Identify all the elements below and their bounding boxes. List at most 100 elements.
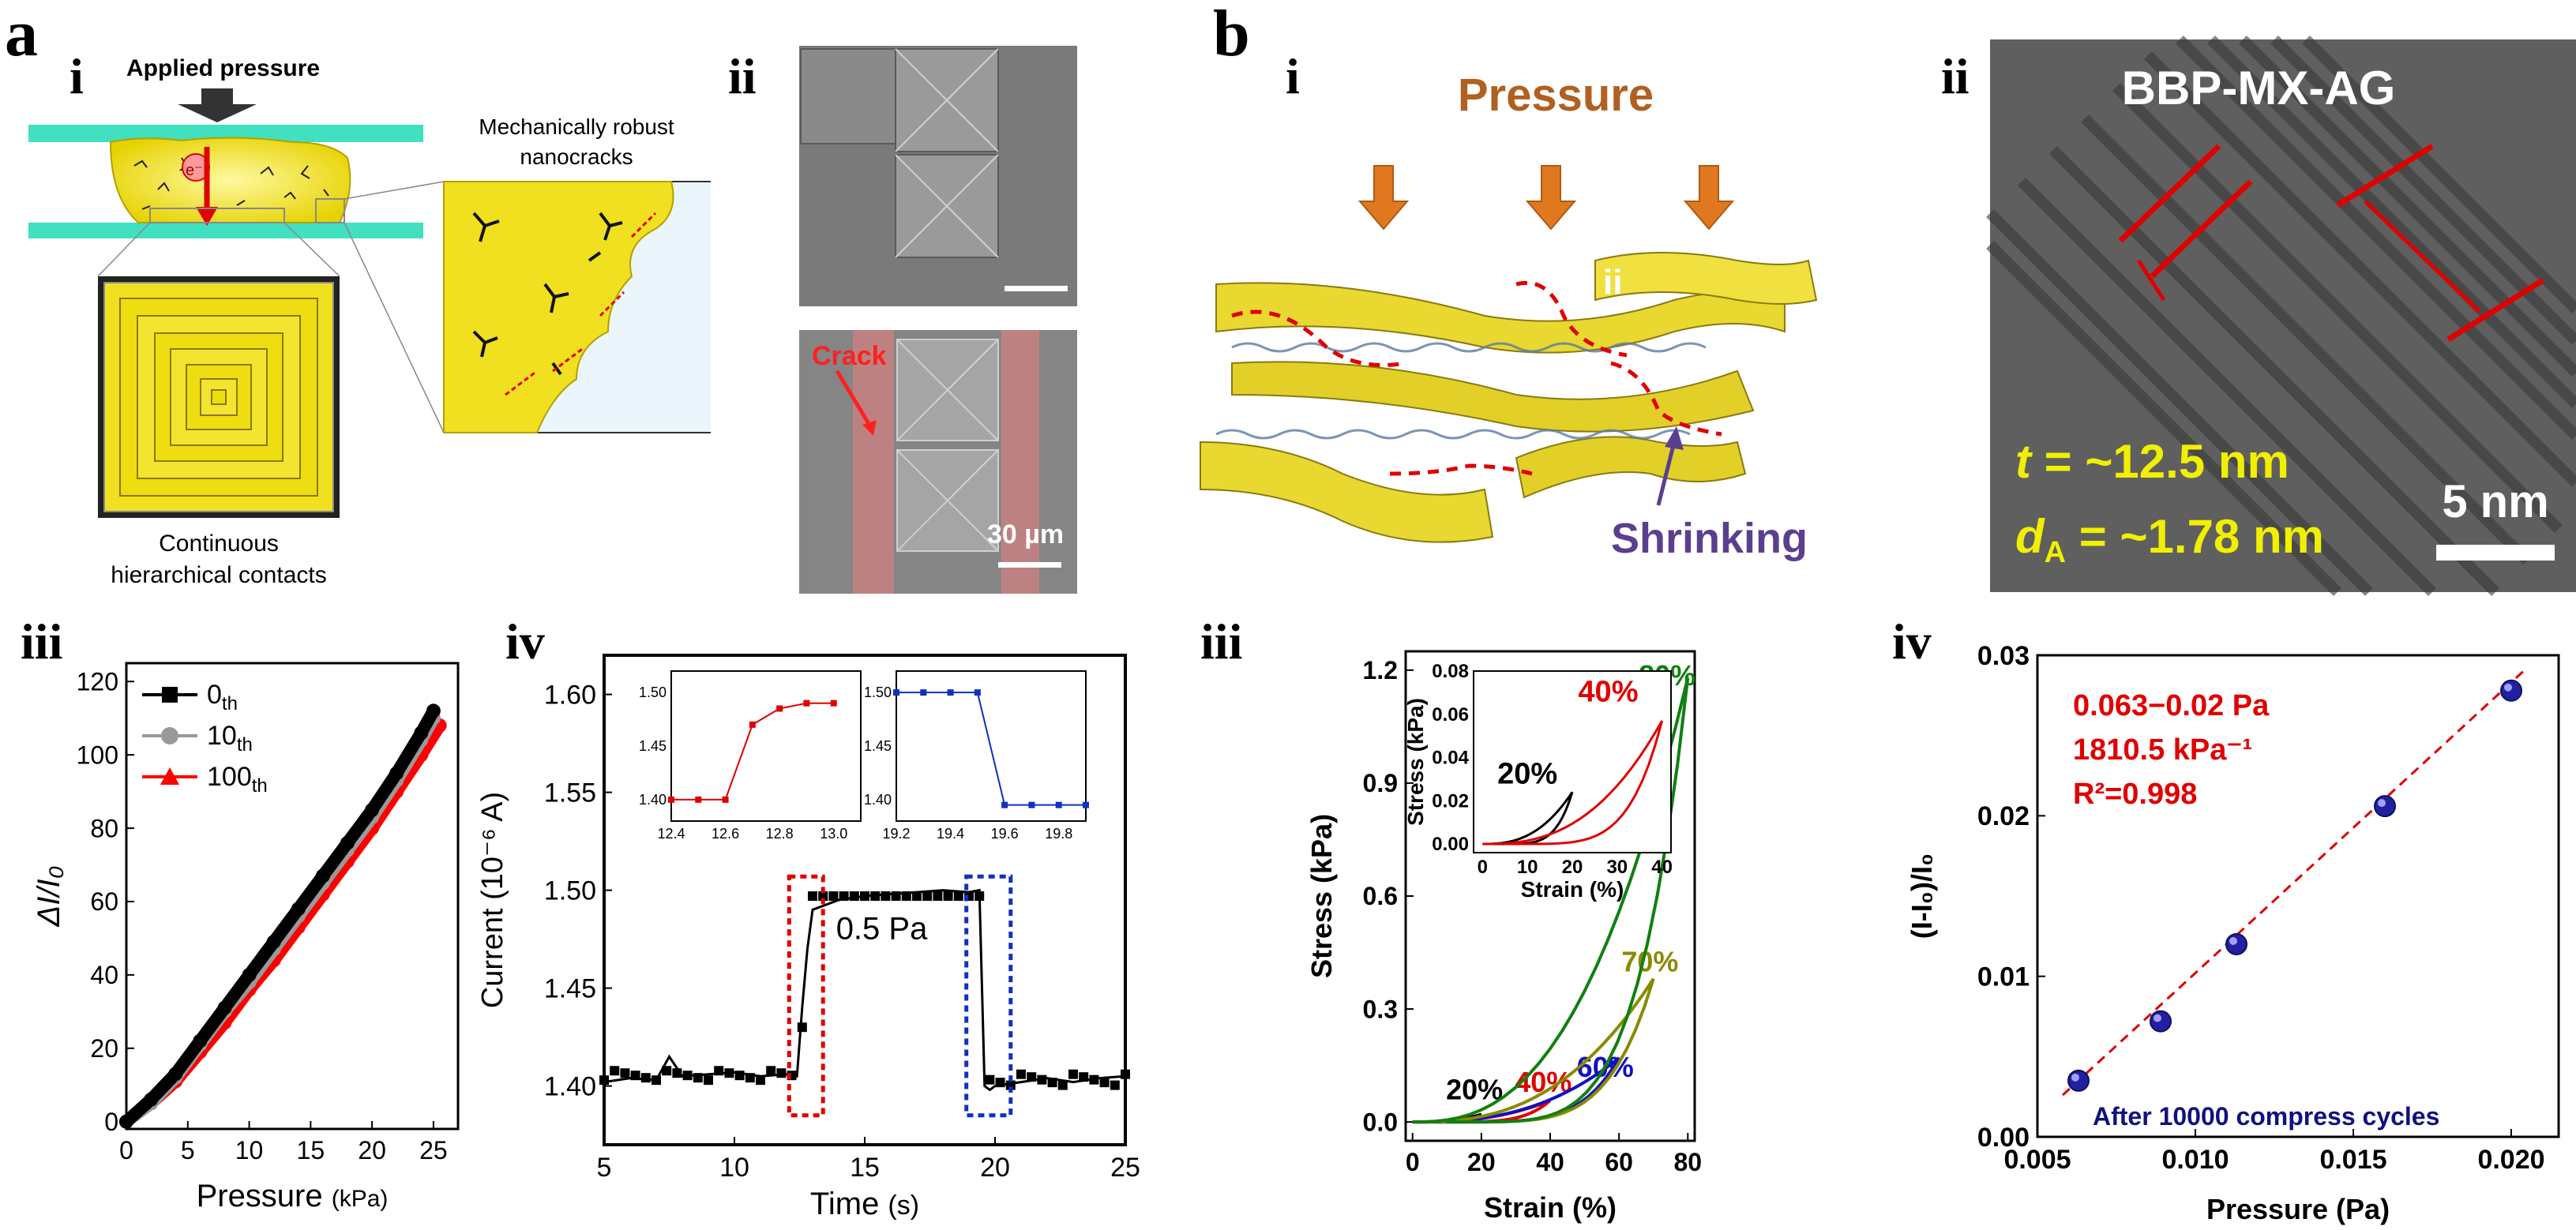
data-point-highlight [2071, 1073, 2079, 1082]
inset-y-tick-label: 1.45 [864, 738, 892, 754]
x-tick-label: 0.005 [2003, 1145, 2071, 1175]
bottom-plate [28, 223, 423, 238]
point-0th [315, 868, 330, 883]
inset-point [695, 796, 702, 803]
conduction-paths [1231, 280, 1722, 476]
legend-label-10th: 10th [207, 721, 253, 756]
inset-y-tick-label: 0.08 [1432, 661, 1469, 682]
point-0th [340, 835, 355, 850]
data-point [881, 891, 891, 902]
data-point [652, 1075, 661, 1086]
inset-y-tick-label: 1.50 [639, 684, 667, 700]
y-tick-label: 80 [90, 814, 118, 842]
top-plate [28, 125, 423, 142]
point-0th [291, 902, 306, 917]
data-point [734, 1071, 745, 1081]
data-point [693, 1073, 703, 1083]
axes-frame [2036, 654, 2560, 1138]
legend-marker [162, 687, 178, 703]
b-i-marker: ii [1603, 263, 1622, 302]
data-point [797, 1022, 807, 1033]
annotation-0: 0.063−0.02 Pa [2073, 689, 2270, 722]
inset-point [947, 689, 954, 696]
legend-label-0th: 0th [207, 680, 238, 714]
data-point [599, 1075, 609, 1086]
label-a-i: i [69, 48, 84, 104]
y-tick-label: 0.0 [1363, 1108, 1398, 1136]
inset-point [749, 721, 756, 728]
data-point [912, 891, 922, 902]
legend-label-100th: 100th [207, 762, 268, 797]
y-tick-label: 1.45 [544, 974, 596, 1004]
data-point [808, 891, 817, 902]
data-point [839, 891, 849, 902]
highlight-box-1 [964, 874, 1013, 1118]
point-0th [426, 703, 441, 718]
label-b-iii: iii [1200, 613, 1243, 669]
y-tick-label: 1.2 [1363, 656, 1398, 684]
point-0th [217, 1000, 232, 1015]
data-point [1121, 1069, 1130, 1079]
panel-label-a: a [5, 0, 38, 70]
data-point [1005, 1080, 1016, 1090]
pressure-arrows-icon [1357, 165, 1735, 231]
annotation-1: 1810.5 kPa⁻¹ [2073, 733, 2252, 767]
scale-label: 30 µm [987, 519, 1064, 549]
data-point [2225, 933, 2247, 955]
data-point [922, 891, 933, 902]
scale-bar-top [1004, 286, 1068, 291]
inset-x-tick-label: 19.6 [991, 826, 1019, 842]
y-tick-label: 0.01 [1977, 962, 2030, 992]
x-tick-label: 25 [1110, 1153, 1140, 1183]
data-point [724, 1068, 734, 1078]
data-point [714, 1066, 724, 1076]
annotation-2: R²=0.998 [2073, 778, 2197, 811]
inset-x-axis-label: Strain (%) [1521, 877, 1624, 902]
x-tick-label: 0.015 [2319, 1145, 2386, 1175]
shrinking-label: Shrinking [1611, 515, 1808, 562]
y-tick-label: 0.6 [1363, 882, 1398, 910]
data-point [1027, 1072, 1037, 1082]
inset-label-20%: 20% [1497, 757, 1557, 790]
data-point [901, 891, 911, 902]
inset-point [1001, 801, 1008, 808]
inset-y-tick-label: 1.45 [639, 738, 667, 754]
y-tick-label: 0.9 [1363, 769, 1398, 797]
data-point-highlight [2504, 683, 2512, 692]
inset-point [803, 699, 810, 707]
x-axis-unit: (kPa) [332, 1186, 389, 1212]
highlight-box-0 [787, 874, 825, 1118]
panel-label-b: b [1213, 0, 1250, 70]
data-point [1099, 1078, 1110, 1088]
data-point [756, 1075, 765, 1086]
crack-arrow [835, 369, 873, 428]
hierarchical-contacts-icon [98, 276, 340, 518]
applied-pressure-label: Applied pressure [126, 55, 320, 81]
b-ii-tem: ii BBP-MX-AG t = ~12.5 nm dA = ~1.78 nm … [1941, 36, 2576, 596]
inset-x-tick-label: 12.4 [657, 826, 685, 842]
label-a-iii: iii [21, 613, 63, 669]
inset-x-tick-label: 19.2 [882, 826, 910, 842]
x-axis-label: Time (s) [810, 1187, 919, 1221]
x-axis-label: Pressure (kPa) [197, 1179, 389, 1213]
data-point [933, 891, 943, 902]
x-tick-label: 20 [980, 1153, 1010, 1183]
x-tick-label: 15 [297, 1136, 325, 1164]
loop-80% [1412, 677, 1690, 1124]
data-point [2374, 795, 2396, 818]
data-point [1016, 1069, 1026, 1079]
data-point [682, 1071, 693, 1081]
tem-scale-label: 5 nm [2442, 476, 2548, 527]
inset-x-tick-label: 10 [1517, 857, 1538, 878]
y-tick-label: 1.40 [544, 1072, 596, 1102]
y-tick-label: 100 [77, 741, 118, 769]
x-tick-label: 60 [1605, 1148, 1633, 1176]
data-point [2150, 1010, 2172, 1033]
cycles-note: After 10000 compress cycles [2093, 1102, 2439, 1131]
data-point [860, 891, 869, 902]
contacts-label-2: hierarchical contacts [111, 562, 326, 588]
a-ii-sem: ii Crack 30 µm [728, 46, 1077, 594]
inset-y-tick-label: 1.50 [864, 684, 892, 700]
y-tick-label: 60 [90, 887, 118, 916]
data-point [2067, 1069, 2090, 1092]
